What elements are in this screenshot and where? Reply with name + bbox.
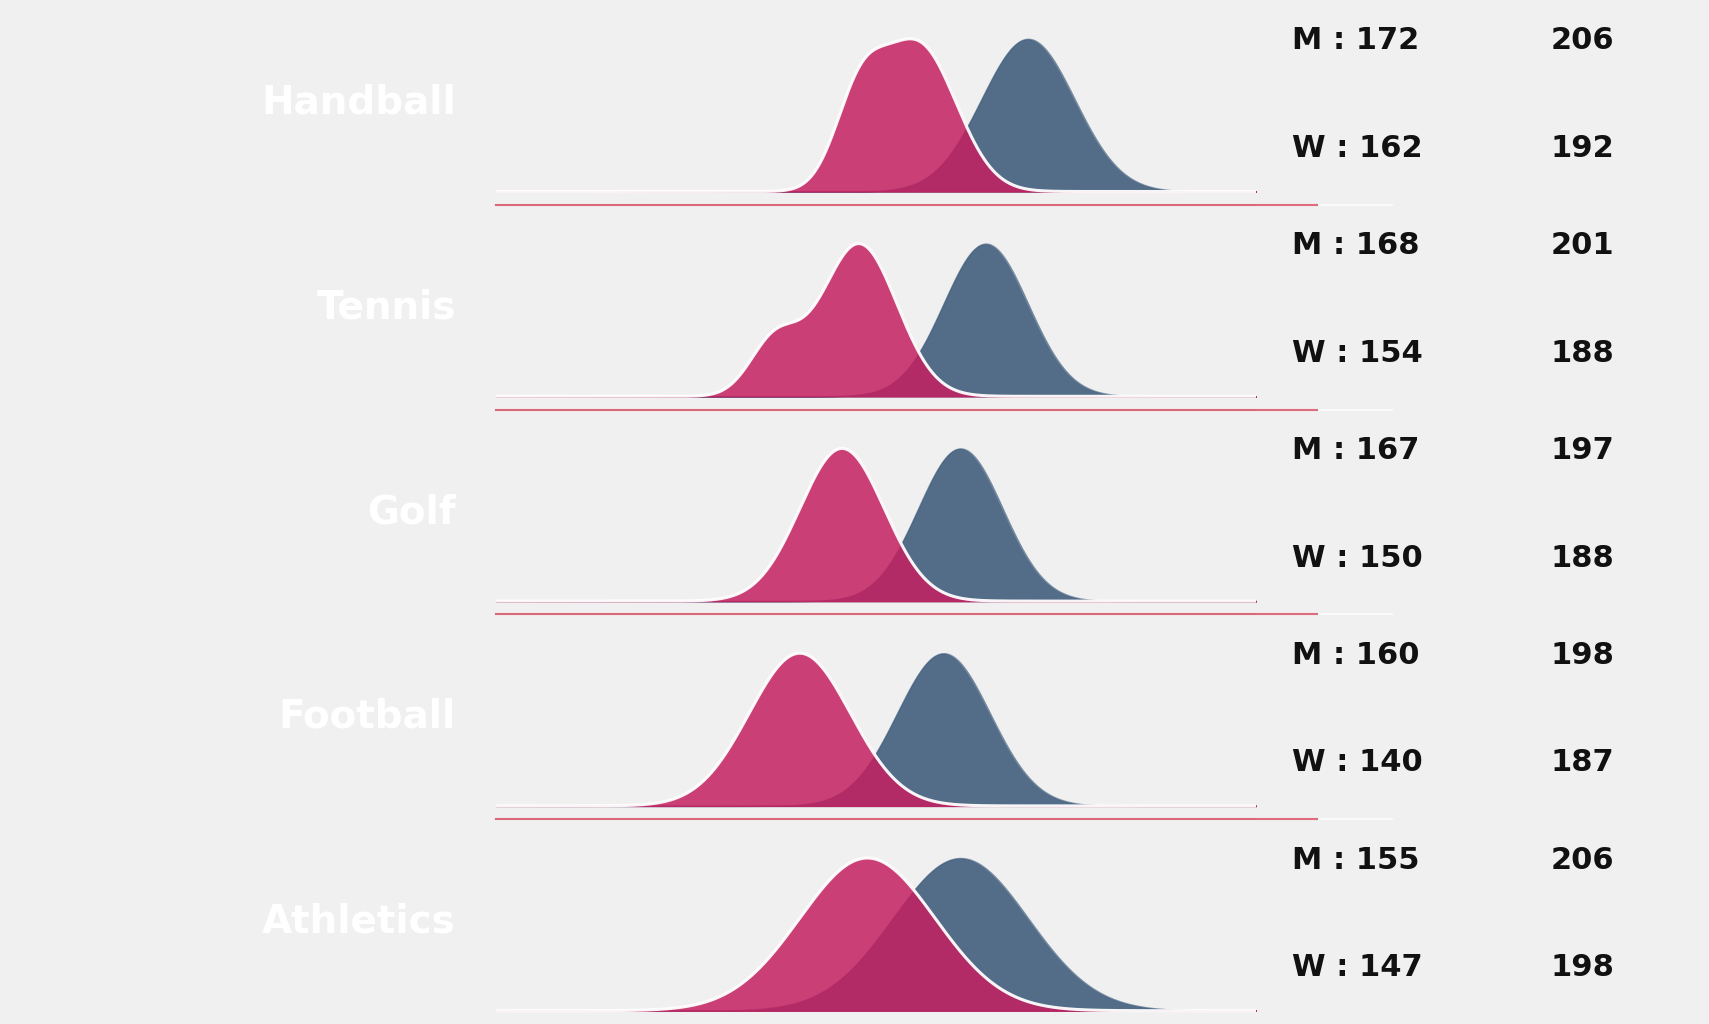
Text: 198: 198 [1550,641,1615,670]
Text: 187: 187 [1550,749,1613,777]
Text: 201: 201 [1550,231,1613,260]
Text: 197: 197 [1550,436,1615,465]
Text: 206: 206 [1550,846,1613,874]
Text: W : 154: W : 154 [1292,339,1424,368]
Text: Handball: Handball [261,83,456,122]
Text: W : 150: W : 150 [1292,544,1424,572]
Text: Tennis: Tennis [316,288,456,327]
Text: 192: 192 [1550,134,1615,163]
Text: M : 155: M : 155 [1292,846,1420,874]
Text: M : 172: M : 172 [1292,27,1420,55]
Text: 198: 198 [1550,953,1615,982]
Text: M : 167: M : 167 [1292,436,1420,465]
Text: Golf: Golf [367,493,456,531]
Text: 206: 206 [1550,27,1613,55]
Text: M : 160: M : 160 [1292,641,1420,670]
Text: 188: 188 [1550,339,1615,368]
Text: M : 168: M : 168 [1292,231,1420,260]
Text: W : 162: W : 162 [1292,134,1424,163]
Text: W : 140: W : 140 [1292,749,1424,777]
Text: Football: Football [279,697,456,736]
Text: 188: 188 [1550,544,1615,572]
Text: Athletics: Athletics [261,902,456,941]
Text: W : 147: W : 147 [1292,953,1424,982]
